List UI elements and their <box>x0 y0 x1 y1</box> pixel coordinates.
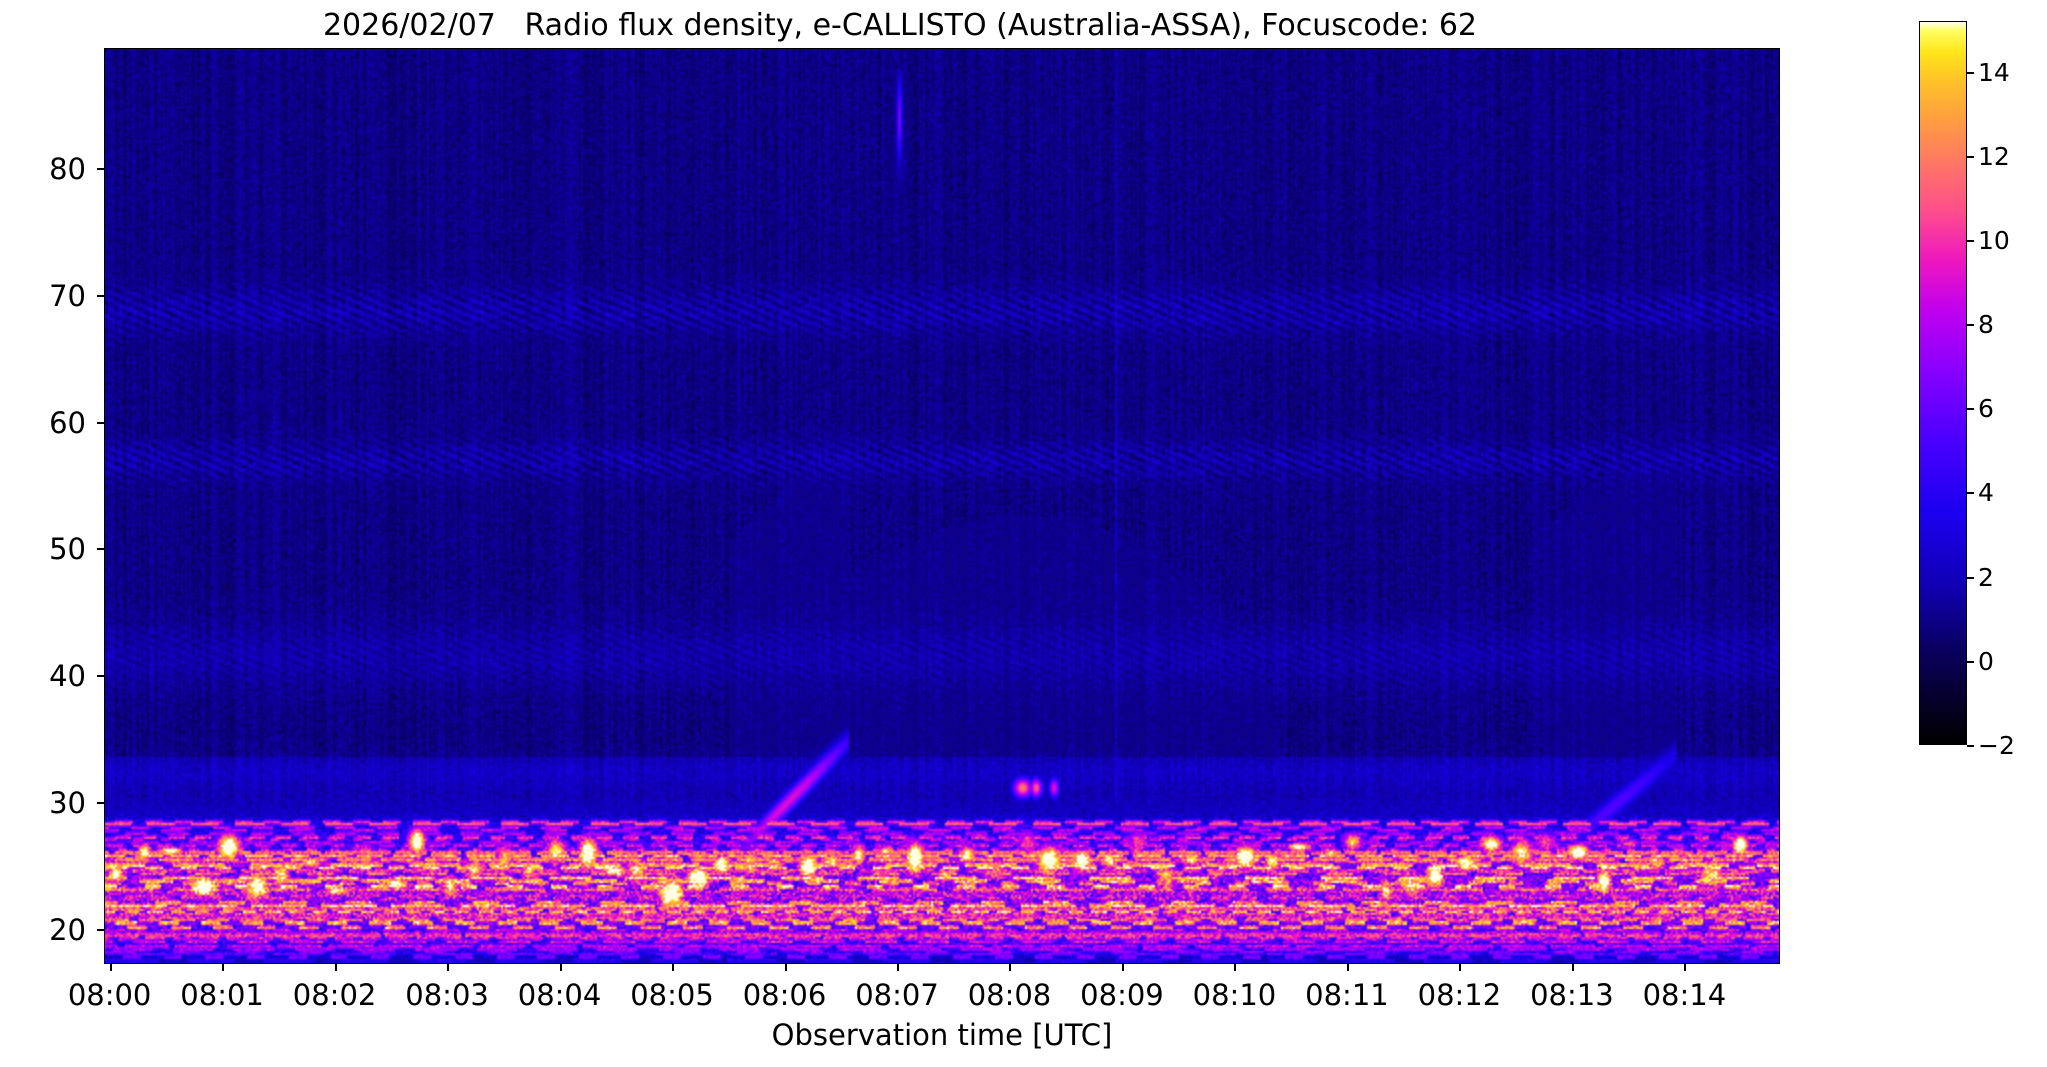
x-tick-label: 08:00 <box>67 978 152 1012</box>
colorbar-tick-label: −2 <box>1978 731 2015 760</box>
y-tick-mark <box>97 295 104 298</box>
x-tick-label: 08:04 <box>517 978 602 1012</box>
colorbar[interactable] <box>1919 21 1967 745</box>
x-tick-mark <box>1459 964 1462 971</box>
colorbar-tick-label: 6 <box>1978 394 1994 424</box>
x-tick-mark <box>672 964 675 971</box>
x-tick-mark <box>1121 964 1124 971</box>
x-tick-label: 08:11 <box>1305 978 1389 1012</box>
y-tick-mark <box>97 421 104 424</box>
y-tick-mark <box>97 675 104 678</box>
x-tick-label: 08:14 <box>1642 978 1727 1012</box>
colorbar-tick-mark <box>1967 239 1974 242</box>
x-tick-label: 08:06 <box>742 978 827 1012</box>
colorbar-tick-mark <box>1967 324 1974 327</box>
page-title: 2026/02/07 Radio flux density, e-CALLIST… <box>322 8 1478 43</box>
x-tick-mark <box>897 964 899 971</box>
x-tick-label: 08:09 <box>1080 978 1164 1012</box>
y-tick-label: 50 <box>49 532 86 567</box>
x-tick-mark <box>1684 964 1687 971</box>
colorbar-tick-label: 14 <box>1978 57 2010 87</box>
colorbar-tick-label: 8 <box>1978 310 1994 340</box>
y-tick-mark <box>97 928 104 931</box>
x-tick-mark <box>334 964 337 971</box>
x-tick-label: 08:10 <box>1192 978 1277 1012</box>
colorbar-gradient <box>1920 22 1966 744</box>
x-tick-label: 08:12 <box>1417 978 1502 1012</box>
y-tick-mark <box>97 168 104 171</box>
x-tick-mark <box>1234 964 1237 971</box>
colorbar-tick-mark <box>1967 71 1974 74</box>
spectrogram-axes[interactable] <box>104 48 1780 964</box>
colorbar-tick-mark <box>1967 660 1974 663</box>
x-tick-label: 08:08 <box>967 978 1052 1012</box>
spectrogram-image <box>105 49 1779 963</box>
y-tick-label: 70 <box>49 279 86 314</box>
colorbar-tick-label: 4 <box>1978 478 1994 508</box>
x-tick-mark <box>447 964 450 971</box>
colorbar-tick-mark <box>1967 408 1974 411</box>
x-tick-label: 08:07 <box>855 978 939 1012</box>
x-tick-label: 08:01 <box>180 978 264 1012</box>
y-tick-label: 40 <box>49 659 86 694</box>
x-tick-mark <box>559 964 562 971</box>
colorbar-tick-label: 2 <box>1978 562 1994 592</box>
x-tick-mark <box>1346 964 1349 971</box>
y-tick-label: 30 <box>49 785 86 820</box>
y-tick-label: 20 <box>49 912 86 947</box>
colorbar-tick-mark <box>1967 576 1974 579</box>
x-tick-label: 08:05 <box>630 978 714 1012</box>
x-tick-label: 08:13 <box>1530 978 1614 1012</box>
y-tick-label: 60 <box>49 405 86 440</box>
y-tick-mark <box>97 801 104 804</box>
x-tick-label: 08:03 <box>405 978 489 1012</box>
colorbar-tick-mark <box>1967 745 1974 747</box>
colorbar-tick-label: 10 <box>1978 225 2010 255</box>
x-tick-mark <box>222 964 225 971</box>
colorbar-tick-label: 0 <box>1978 646 1994 676</box>
x-tick-mark <box>109 964 112 971</box>
colorbar-tick-mark <box>1967 155 1974 158</box>
y-tick-label: 80 <box>49 152 86 187</box>
x-tick-mark <box>1571 964 1574 971</box>
y-tick-mark <box>97 548 104 551</box>
x-axis-label: Observation time [UTC] <box>771 1018 1113 1052</box>
x-tick-mark <box>784 964 787 971</box>
x-tick-mark <box>1009 964 1012 971</box>
x-tick-label: 08:02 <box>292 978 377 1012</box>
colorbar-tick-mark <box>1967 492 1974 495</box>
colorbar-tick-label: 12 <box>1978 141 2010 171</box>
